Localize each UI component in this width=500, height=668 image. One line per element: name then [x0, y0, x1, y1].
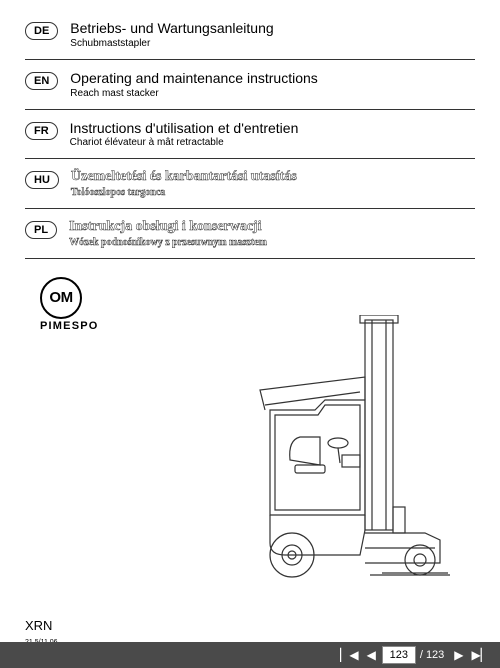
lang-text-block: Instructions d'utilisation et d'entretie…	[70, 120, 475, 149]
language-block-de: DE Betriebs- und Wartungsanleitung Schub…	[25, 20, 475, 60]
forklift-illustration	[210, 315, 470, 595]
prev-page-icon[interactable]: ◀	[365, 648, 378, 662]
next-page-icon[interactable]: ▶	[452, 648, 465, 662]
language-block-en: EN Operating and maintenance instruction…	[25, 60, 475, 110]
doc-subtitle: Schubmaststapler	[70, 38, 475, 49]
doc-title: Instrukcja obsługi i konserwacji	[69, 219, 475, 236]
first-page-icon[interactable]: ▏◀	[338, 648, 360, 662]
logo-mark: OM	[40, 277, 82, 319]
doc-title: Üzemeltetési és karbantartási utasítás	[71, 169, 475, 186]
language-block-pl: PL Instrukcja obsługi i konserwacji Wóze…	[25, 209, 475, 259]
doc-subtitle: Reach mast stacker	[70, 88, 475, 99]
language-block-hu: HU Üzemeltetési és karbantartási utasítá…	[25, 159, 475, 209]
page-number-input[interactable]	[382, 646, 416, 664]
lang-code-badge: PL	[25, 221, 57, 239]
doc-subtitle: Wózek podnośnikowy z przesuwnym masztem	[69, 237, 475, 248]
pdf-toolbar: ▏◀ ◀ / 123 ▶ ▶▏	[0, 642, 500, 668]
doc-subtitle: Chariot élévateur à mât retractable	[70, 137, 475, 148]
doc-title: Betriebs- und Wartungsanleitung	[70, 20, 475, 37]
doc-title: Instructions d'utilisation et d'entretie…	[70, 120, 475, 137]
document-page: DE Betriebs- und Wartungsanleitung Schub…	[0, 0, 500, 642]
last-page-icon[interactable]: ▶▏	[470, 648, 492, 662]
page-total-label: / 123	[420, 649, 444, 661]
doc-title: Operating and maintenance instructions	[70, 70, 475, 87]
lang-code-badge: HU	[25, 171, 59, 189]
lang-code-badge: FR	[25, 122, 58, 140]
lang-text-block: Instrukcja obsługi i konserwacji Wózek p…	[69, 219, 475, 248]
lang-text-block: Betriebs- und Wartungsanleitung Schubmas…	[70, 20, 475, 49]
lang-text-block: Üzemeltetési és karbantartási utasítás T…	[71, 169, 475, 198]
doc-subtitle: Tolóoszlopos targonca	[71, 187, 475, 198]
language-block-fr: FR Instructions d'utilisation et d'entre…	[25, 110, 475, 160]
lang-text-block: Operating and maintenance instructions R…	[70, 70, 475, 99]
lang-code-badge: EN	[25, 72, 58, 90]
model-label: XRN	[25, 618, 52, 633]
lang-code-badge: DE	[25, 22, 58, 40]
